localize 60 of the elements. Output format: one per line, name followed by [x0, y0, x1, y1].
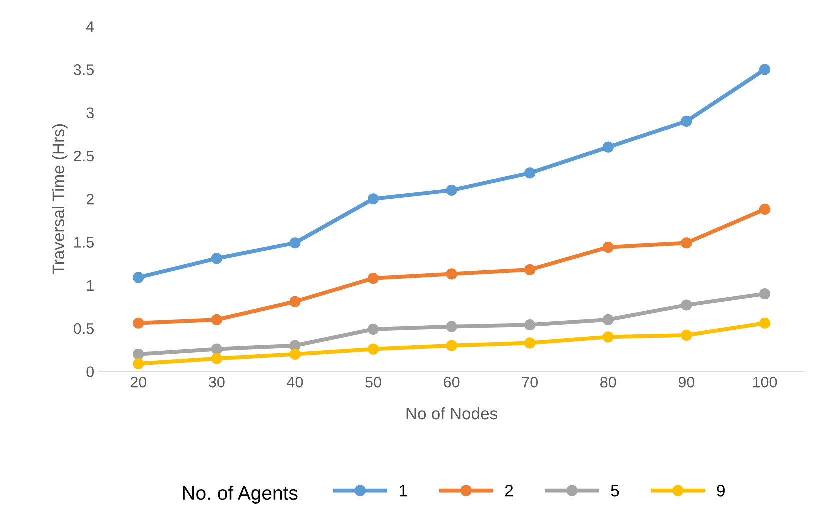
- point: [446, 321, 458, 332]
- y-tick-label: 4: [86, 22, 94, 32]
- x-tick-label: 30: [209, 376, 225, 388]
- y-tick-label: 3.5: [74, 64, 94, 76]
- x-tick-label: 70: [522, 376, 538, 388]
- point: [759, 64, 771, 76]
- point: [602, 332, 614, 343]
- point: [133, 358, 144, 370]
- point: [368, 194, 380, 205]
- x-tick-label: 40: [287, 376, 304, 388]
- point: [681, 330, 692, 342]
- point: [524, 168, 536, 179]
- point: [759, 318, 771, 329]
- y-tick-label: 2: [86, 194, 94, 205]
- x-axis-title: No of Nodes: [406, 407, 498, 420]
- x-tick-label: 80: [600, 376, 616, 388]
- y-tick-label: 1.5: [74, 237, 94, 248]
- legend-label: 2: [505, 484, 514, 497]
- point: [524, 264, 536, 276]
- point: [211, 253, 222, 264]
- point: [446, 184, 458, 196]
- point: [211, 314, 222, 326]
- point: [290, 348, 301, 360]
- point: [368, 272, 380, 284]
- point: [290, 238, 301, 249]
- point: [681, 238, 692, 249]
- point: [681, 116, 692, 128]
- point: [368, 344, 380, 355]
- y-tick-label: 0.5: [74, 323, 94, 334]
- point: [681, 300, 692, 311]
- legend-label: 1: [400, 485, 408, 497]
- x-tick-label: 60: [444, 376, 460, 388]
- point: [133, 318, 144, 329]
- point: [133, 348, 144, 360]
- y-tick-label: 3: [86, 108, 94, 119]
- point: [133, 272, 144, 284]
- y-axis-title: Traversal Time (Hrs): [52, 124, 68, 274]
- x-tick-label: 20: [130, 376, 147, 388]
- point: [446, 340, 458, 352]
- point: [602, 314, 614, 326]
- point: [211, 353, 222, 364]
- y-tick-label: 2.5: [74, 150, 94, 162]
- legend-label: 9: [717, 484, 725, 497]
- y-tick-label: 1: [87, 280, 94, 291]
- x-tick-label: 100: [753, 376, 778, 388]
- point: [759, 288, 771, 300]
- point: [524, 338, 536, 349]
- y-tick-label: 0: [86, 366, 94, 378]
- point: [211, 344, 222, 355]
- point: [368, 324, 380, 335]
- legend-title: No. of Agents: [183, 486, 298, 504]
- point: [446, 268, 458, 280]
- point: [290, 296, 301, 308]
- x-tick-label: 50: [366, 376, 382, 388]
- point: [602, 242, 614, 253]
- point: [759, 204, 771, 216]
- x-tick-label: 90: [678, 376, 695, 388]
- point: [602, 142, 614, 153]
- point: [524, 320, 536, 331]
- legend-label: 5: [611, 485, 620, 497]
